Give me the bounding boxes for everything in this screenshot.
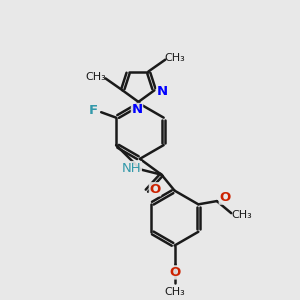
Text: CH₃: CH₃ (86, 72, 106, 82)
Text: F: F (88, 104, 98, 117)
Text: NH: NH (122, 162, 141, 175)
Text: O: O (169, 266, 181, 279)
Text: N: N (157, 85, 168, 98)
Text: CH₃: CH₃ (164, 53, 185, 63)
Text: N: N (131, 103, 142, 116)
Text: CH₃: CH₃ (165, 287, 185, 297)
Text: O: O (149, 183, 161, 196)
Text: O: O (219, 191, 231, 204)
Text: CH₃: CH₃ (232, 210, 253, 220)
